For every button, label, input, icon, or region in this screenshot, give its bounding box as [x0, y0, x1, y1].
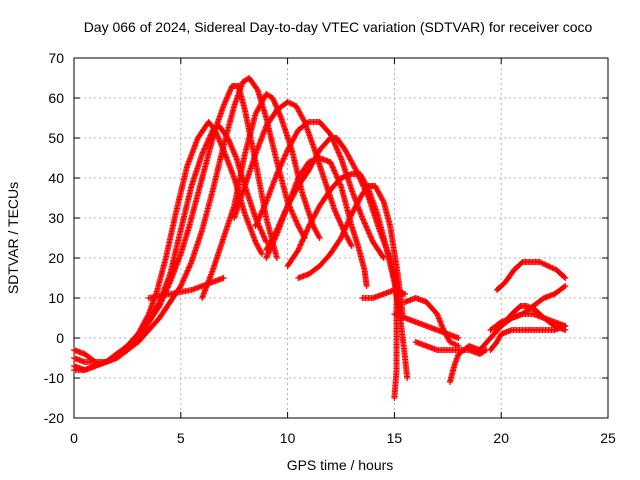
x-tick-label: 0	[70, 430, 78, 446]
series-pass-j	[263, 155, 370, 289]
y-tick-label: 20	[48, 250, 64, 266]
x-tick-label: 20	[493, 430, 509, 446]
data-point	[253, 85, 260, 92]
grid	[74, 58, 608, 418]
data-point	[347, 241, 354, 248]
y-tick-label: -20	[44, 410, 64, 426]
data-point	[352, 165, 359, 172]
y-tick-label: -10	[44, 370, 64, 386]
data-point	[315, 233, 322, 240]
data-point	[258, 251, 265, 257]
series-pass-p	[402, 295, 462, 349]
x-axis-label: GPS time / hours	[287, 457, 394, 473]
chart-title: Day 066 of 2024, Sidereal Day-to-day VTE…	[84, 19, 593, 35]
data-point	[304, 119, 311, 126]
data-point	[562, 275, 569, 281]
y-tick-label: 10	[48, 290, 64, 306]
series-pass-w	[493, 259, 569, 293]
data-point	[402, 291, 409, 297]
data-point	[258, 249, 265, 256]
series-pass-d	[71, 75, 308, 373]
series-pass-n	[391, 267, 400, 401]
y-tick-label: 0	[56, 330, 64, 346]
y-axis-label: SDTVAR / TECUs	[5, 182, 21, 294]
series-pass-m	[359, 287, 409, 301]
data-point	[363, 283, 370, 289]
data-point	[562, 283, 569, 289]
y-tick-label: 40	[48, 170, 64, 186]
y-tick-label: 50	[48, 130, 64, 146]
x-tick-label: 25	[600, 430, 616, 446]
series-pass-c	[71, 83, 280, 373]
data-point	[380, 197, 387, 204]
data-point	[348, 243, 355, 249]
data-point	[391, 395, 398, 401]
data-marks	[71, 75, 569, 401]
y-tick-label: 70	[48, 50, 64, 66]
data-point	[91, 358, 98, 365]
data-point	[273, 255, 280, 261]
series-pass-f	[199, 91, 323, 301]
data-point	[561, 274, 568, 280]
x-tick-label: 5	[177, 430, 185, 446]
data-point	[562, 323, 569, 329]
data-point	[316, 235, 323, 241]
data-point	[404, 375, 411, 381]
data-point	[561, 283, 568, 290]
data-point	[379, 253, 386, 260]
axis-ticks: 0 5 10 15 20 25 -20 -10 0 10 20 30 40 50 60 70	[44, 50, 616, 446]
series-pass-v	[498, 283, 569, 329]
data-point	[455, 335, 462, 341]
data-point	[481, 347, 488, 354]
plot-frame	[73, 57, 609, 419]
y-tick-label: 30	[48, 210, 64, 226]
y-tick-label: 60	[48, 90, 64, 106]
x-tick-label: 10	[280, 430, 296, 446]
data-point	[220, 275, 227, 281]
series-pass-u	[487, 323, 569, 353]
x-tick-label: 15	[387, 430, 403, 446]
